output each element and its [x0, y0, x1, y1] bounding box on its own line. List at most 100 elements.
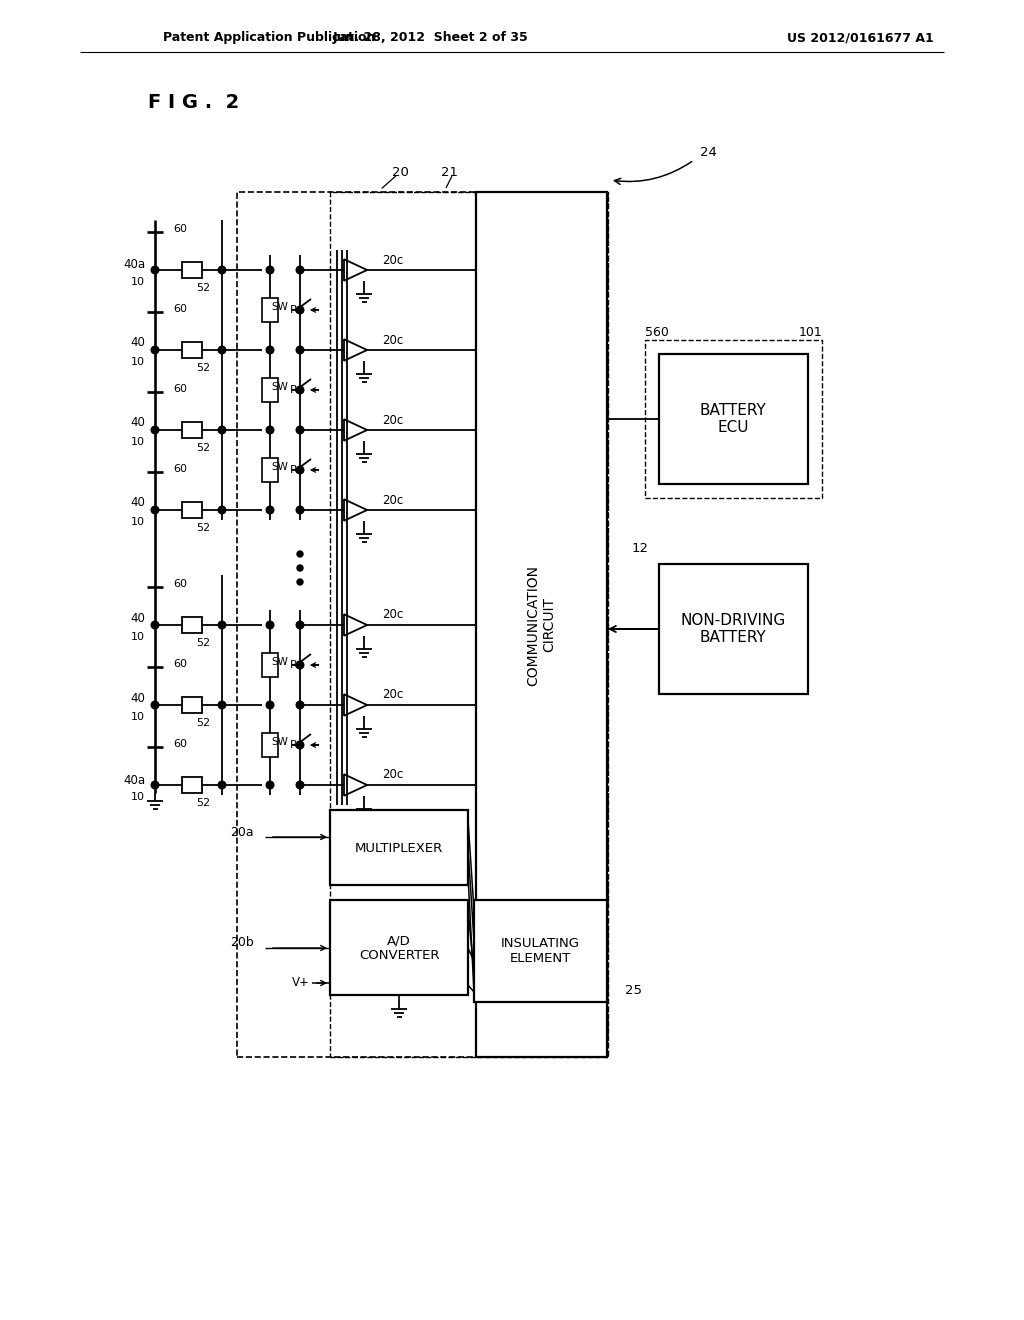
Text: 20c: 20c [382, 334, 403, 346]
Circle shape [218, 267, 226, 273]
Text: Patent Application Publication: Patent Application Publication [163, 32, 376, 45]
Bar [476, 191, 607, 1057]
Text: BATTERY
ECU: BATTERY ECU [699, 403, 766, 436]
Bar [182, 261, 202, 279]
Text: MULTIPLEXER: MULTIPLEXER [355, 842, 443, 854]
Circle shape [266, 701, 273, 709]
Circle shape [266, 426, 273, 434]
Circle shape [266, 622, 273, 628]
Text: 60: 60 [173, 739, 187, 748]
Circle shape [152, 267, 159, 273]
Text: V+: V+ [292, 977, 310, 990]
Text: 40a: 40a [123, 774, 145, 787]
Text: COMMUNICATION
CIRCUIT: COMMUNICATION CIRCUIT [526, 565, 556, 685]
Circle shape [297, 565, 303, 572]
Circle shape [266, 267, 273, 273]
Text: 40: 40 [130, 496, 145, 510]
Text: 24: 24 [700, 145, 717, 158]
Circle shape [266, 346, 273, 354]
Text: 60: 60 [173, 384, 187, 393]
Text: 10: 10 [131, 711, 145, 722]
Bar [262, 298, 278, 322]
Bar [659, 564, 808, 694]
Text: 52: 52 [196, 363, 210, 374]
Text: 52: 52 [196, 523, 210, 533]
Bar [182, 422, 202, 438]
Bar [262, 653, 278, 677]
Text: A/D
CONVERTER: A/D CONVERTER [358, 935, 439, 962]
Bar [182, 616, 202, 634]
Bar [474, 900, 607, 1002]
Text: INSULATING
ELEMENT: INSULATING ELEMENT [501, 937, 580, 965]
Text: 560: 560 [645, 326, 669, 338]
Circle shape [266, 506, 273, 513]
Text: 60: 60 [173, 304, 187, 314]
Circle shape [218, 506, 226, 513]
Circle shape [152, 701, 159, 709]
Circle shape [152, 506, 159, 513]
Bar [330, 810, 468, 884]
Text: SW: SW [271, 302, 288, 312]
Circle shape [218, 781, 226, 789]
Circle shape [218, 426, 226, 434]
Text: R: R [290, 660, 298, 671]
Text: 60: 60 [173, 224, 187, 234]
Circle shape [218, 701, 226, 709]
Circle shape [296, 387, 304, 393]
Text: 20c: 20c [382, 413, 403, 426]
Bar [182, 502, 202, 517]
Text: R: R [290, 305, 298, 315]
Circle shape [218, 346, 226, 354]
Circle shape [296, 701, 304, 709]
Circle shape [152, 426, 159, 434]
Bar [645, 341, 822, 498]
Text: Jun. 28, 2012  Sheet 2 of 35: Jun. 28, 2012 Sheet 2 of 35 [332, 32, 528, 45]
Text: 60: 60 [173, 465, 187, 474]
Text: 52: 52 [196, 718, 210, 729]
Circle shape [296, 661, 304, 669]
Text: 20c: 20c [382, 494, 403, 507]
Bar [262, 733, 278, 756]
Circle shape [152, 346, 159, 354]
Text: 60: 60 [173, 659, 187, 669]
Text: SW: SW [271, 657, 288, 667]
Circle shape [296, 781, 304, 789]
Circle shape [297, 579, 303, 585]
Text: F I G .  2: F I G . 2 [148, 92, 240, 111]
Text: 52: 52 [196, 282, 210, 293]
Text: SW: SW [271, 737, 288, 747]
Circle shape [296, 267, 304, 273]
Bar [262, 458, 278, 482]
Text: 40: 40 [130, 417, 145, 429]
Circle shape [296, 742, 304, 748]
Text: 40: 40 [130, 692, 145, 705]
Text: 20c: 20c [382, 253, 403, 267]
Text: 40: 40 [130, 337, 145, 350]
Text: 10: 10 [131, 437, 145, 447]
Bar [659, 354, 808, 484]
Text: 52: 52 [196, 799, 210, 808]
Text: 20a: 20a [230, 825, 254, 838]
Text: 101: 101 [799, 326, 822, 338]
Circle shape [152, 781, 159, 789]
Text: R: R [290, 741, 298, 750]
Circle shape [266, 781, 273, 789]
Text: 40a: 40a [123, 259, 145, 272]
Text: 10: 10 [131, 792, 145, 803]
Circle shape [152, 622, 159, 628]
Text: 40: 40 [130, 611, 145, 624]
Text: 20: 20 [391, 165, 409, 178]
Bar [182, 342, 202, 358]
Bar [182, 697, 202, 713]
Bar [330, 191, 608, 1057]
Text: 10: 10 [131, 517, 145, 527]
Text: SW: SW [271, 462, 288, 473]
Circle shape [296, 506, 304, 513]
Text: 52: 52 [196, 638, 210, 648]
Text: 20c: 20c [382, 768, 403, 781]
Text: R: R [290, 385, 298, 395]
FancyArrowPatch shape [614, 161, 692, 185]
Text: R: R [290, 465, 298, 475]
Bar [330, 900, 468, 995]
Text: 60: 60 [173, 579, 187, 589]
